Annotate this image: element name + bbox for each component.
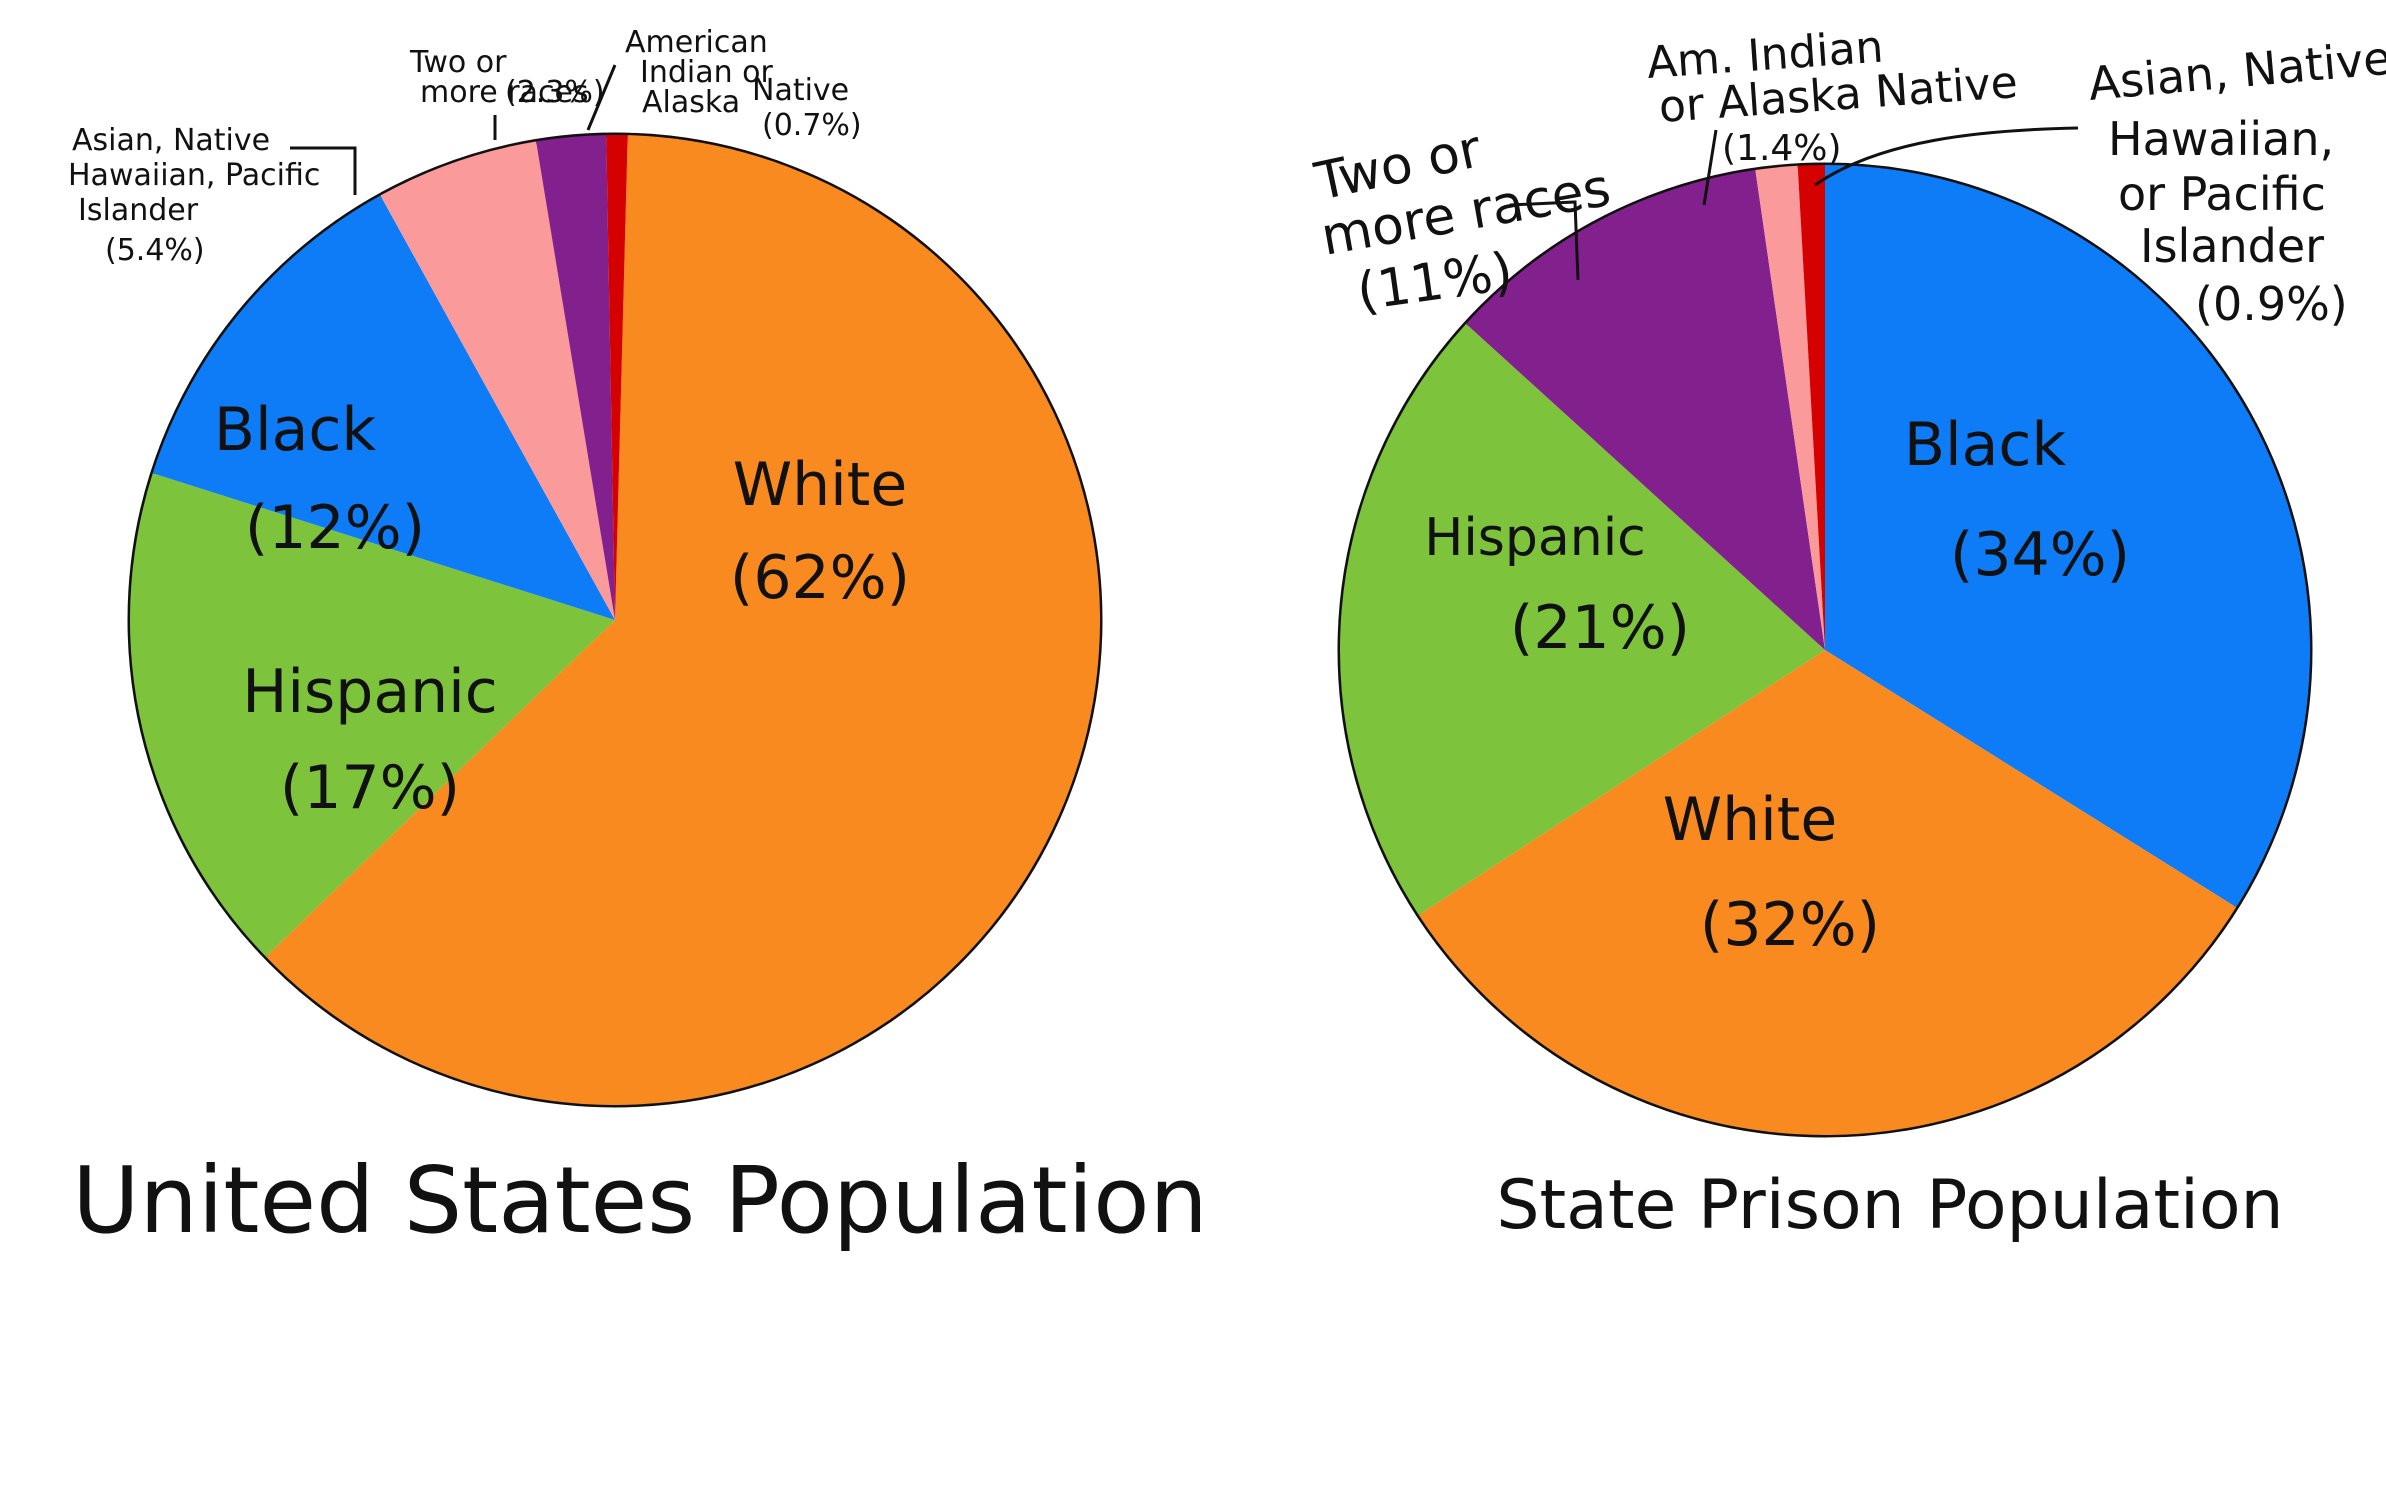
us-leader-aian [586,64,617,131]
us-label-aian-3: Alaska [642,85,740,120]
prison-label-black: Black [1904,410,2067,480]
prison-slice-hispanic [1340,323,1825,915]
us-value-hispanic: (17%) [280,753,460,823]
us-label-asian-nhpi-1: Asian, Native [72,123,270,158]
us-chart-title: United States Population [72,1147,1208,1254]
prison-value-hispanic: (21%) [1510,593,1690,663]
prison-value-white: (32%) [1700,890,1880,960]
us-value-two-or-more: (2.3%) [505,75,605,110]
us-slice-aian [606,135,628,620]
us-label-white: White [733,450,907,520]
us-label-aian-4: Native [752,73,849,108]
us-value-asian-nhpi: (5.4%) [105,233,205,268]
us-slice-hispanic [130,473,615,957]
prison-value-asian-nhpi: (0.9%) [2195,277,2348,331]
us-callout-two-or-more: Two or more races (2.3%) [409,45,605,140]
us-population-pie [127,132,1103,1108]
prison-label-asian-nhpi-3: or Pacific [2118,167,2326,221]
us-label-two-or-more-2: more races [420,75,589,110]
us-value-white: (62%) [730,543,910,613]
us-slice-asian-nhpi [380,141,615,620]
prison-callout-two-or-more: Two or more races (11%) [1309,119,1615,323]
us-value-aian: (0.7%) [762,108,862,143]
us-slice-black [152,195,615,621]
prison-leader-aian [1702,129,1718,206]
prison-label-white: White [1663,785,1837,855]
prison-slice-white [1418,650,2237,1135]
prison-population-pie [1337,162,2313,1138]
prison-slice-aian [1755,165,1825,650]
us-slice-two-or-more [536,135,615,620]
prison-slice-asian-nhpi [1797,165,1825,650]
prison-chart-title: State Prison Population [1496,1166,2283,1245]
prison-label-asian-nhpi-2: Hawaiian, [2108,112,2334,166]
us-label-aian-2: Indian or [640,55,774,90]
prison-label-asian-nhpi-4: Islander [2140,219,2324,273]
prison-slice-black [1825,165,2310,908]
prison-value-black: (34%) [1950,520,2130,590]
us-label-aian-1: American [625,25,768,60]
us-label-asian-nhpi-3: Islander [78,193,199,228]
us-callout-asian-nhpi: Asian, Native Hawaiian, Pacific Islander… [68,123,357,268]
prison-label-asian-nhpi-1: Asian, Native [2086,31,2386,111]
us-value-black: (12%) [245,493,425,563]
prison-slice-two-or-more [1466,170,1825,650]
prison-label-hispanic: Hispanic [1424,508,1646,568]
us-slice-white [265,135,1101,1106]
prison-leader-two-or-more [1509,200,1580,281]
prison-leader-asian-nhpi [1814,126,2079,187]
us-label-black: Black [214,395,377,465]
us-callout-aian: American Indian or Alaska Native (0.7%) [586,25,862,143]
us-label-hispanic: Hispanic [242,657,498,727]
us-label-two-or-more-1: Two or [409,45,507,80]
prison-value-aian: (1.4%) [1722,128,1842,169]
us-leader-asian-nhpi [290,146,357,195]
us-label-asian-nhpi-2: Hawaiian, Pacific [68,158,320,193]
